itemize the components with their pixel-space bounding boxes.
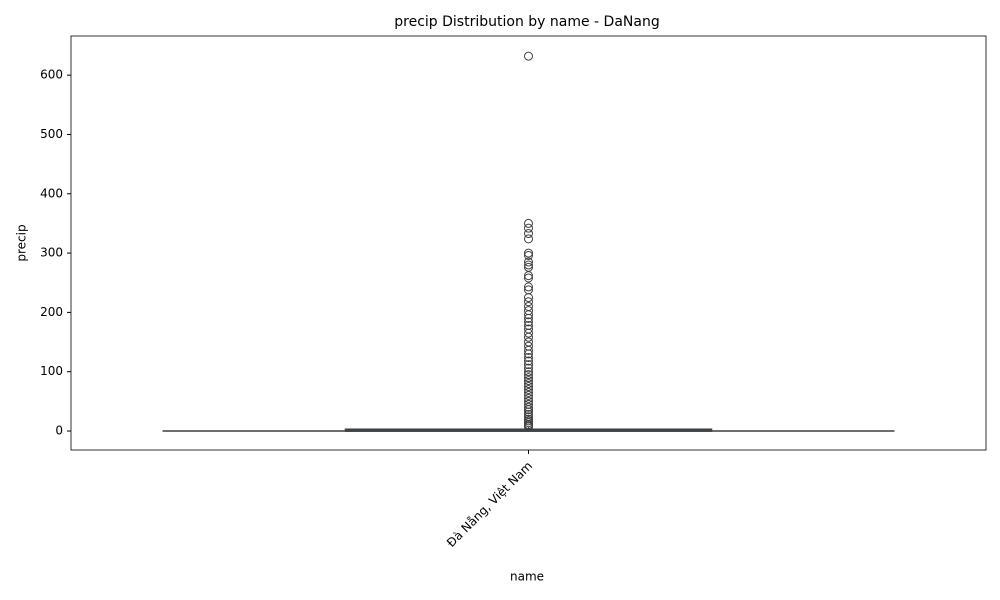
outlier xyxy=(524,293,533,303)
outlier xyxy=(524,51,533,61)
y-tick-label: 200 xyxy=(40,305,63,319)
outlier xyxy=(524,382,533,392)
outlier xyxy=(524,356,533,366)
outlier xyxy=(524,332,533,342)
x-tick-label: Đà Nẵng, Việt Nam xyxy=(444,459,535,550)
outlier xyxy=(524,248,533,258)
y-tick-label: 600 xyxy=(40,68,63,82)
outlier xyxy=(524,271,533,281)
outlier xyxy=(524,370,533,380)
outlier xyxy=(524,223,533,233)
y-tick-label: 0 xyxy=(55,424,63,438)
y-tick-label: 400 xyxy=(40,186,63,200)
outlier xyxy=(524,402,533,412)
y-axis-label: precip xyxy=(15,224,29,261)
outlier xyxy=(524,387,533,397)
outlier xyxy=(524,367,533,377)
y-tick-label: 300 xyxy=(40,246,63,260)
outlier xyxy=(524,379,533,389)
y-tick-label: 500 xyxy=(40,127,63,141)
outlier xyxy=(524,405,533,415)
y-tick-label: 100 xyxy=(40,364,63,378)
outlier xyxy=(524,390,533,400)
outlier xyxy=(524,376,533,386)
outlier xyxy=(524,317,533,327)
outlier xyxy=(524,422,533,432)
outlier xyxy=(524,297,533,307)
outlier xyxy=(524,313,533,323)
outlier xyxy=(524,218,533,228)
outlier xyxy=(524,250,533,260)
outlier xyxy=(524,282,533,292)
outlier xyxy=(524,363,533,373)
outlier xyxy=(524,257,533,267)
outlier xyxy=(524,260,533,270)
outlier xyxy=(524,234,533,244)
outlier xyxy=(524,385,533,395)
outlier xyxy=(524,328,533,338)
outlier xyxy=(524,349,533,359)
x-axis-label: name xyxy=(510,570,544,584)
outlier xyxy=(524,352,533,362)
outlier xyxy=(524,360,533,370)
outlier xyxy=(524,407,533,417)
outlier xyxy=(524,229,533,239)
outlier xyxy=(524,393,533,403)
outlier xyxy=(524,345,533,355)
outlier xyxy=(524,273,533,283)
outlier xyxy=(524,310,533,320)
chart-title: precip Distribution by name - DaNang xyxy=(394,14,659,30)
outlier xyxy=(524,373,533,383)
